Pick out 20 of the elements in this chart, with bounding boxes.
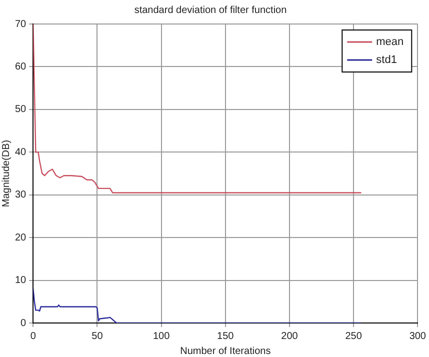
x-tick-label: 300 xyxy=(409,330,426,342)
y-tick-label: 60 xyxy=(15,61,27,72)
x-tick-label: 250 xyxy=(345,330,362,342)
x-tick-label: 0 xyxy=(30,330,36,342)
chart-title: standard deviation of filter function xyxy=(134,4,287,16)
x-axis-title: Number of Iterations xyxy=(180,346,271,357)
legend-label: std1 xyxy=(376,54,397,66)
x-tick-label: 200 xyxy=(281,330,298,342)
x-tick-label: 100 xyxy=(152,330,170,342)
y-tick-label: 40 xyxy=(15,146,27,158)
y-tick-label: 10 xyxy=(15,275,27,286)
y-axis-title: Magnitude(DB) xyxy=(0,140,12,208)
x-tick-label: 150 xyxy=(217,330,234,342)
y-tick-label: 50 xyxy=(15,104,27,116)
y-tick-label: 0 xyxy=(20,318,27,329)
legend-label: mean xyxy=(376,36,404,48)
y-tick-label: 70 xyxy=(15,18,27,30)
y-tick-label: 20 xyxy=(15,232,27,244)
y-tick-label: 30 xyxy=(15,190,27,201)
x-tick-label: 50 xyxy=(92,330,104,342)
